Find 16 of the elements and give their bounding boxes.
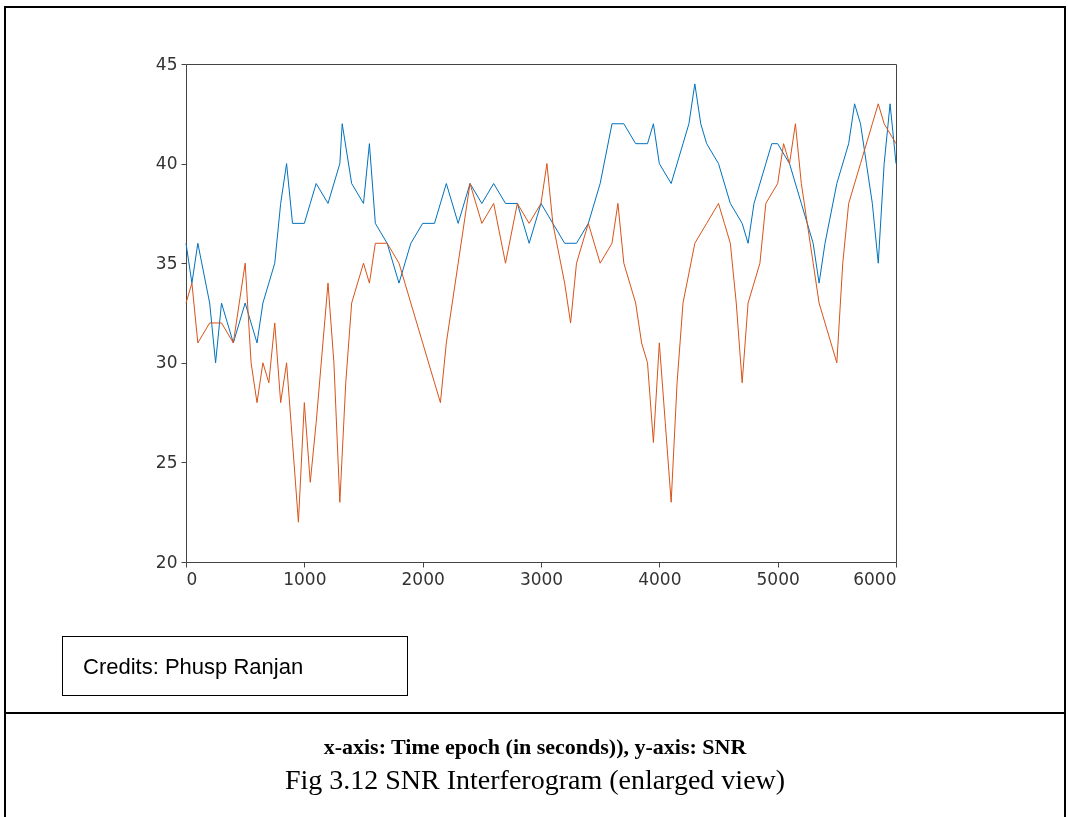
x-tick-label: 1000 <box>283 568 327 589</box>
x-tick-label: 6000 <box>853 568 897 589</box>
caption: Fig 3.12 SNR Interferogram (enlarged view) <box>283 764 787 796</box>
text: x-axis: Time epoch (in seconds)), y-axis: SNR <box>322 734 748 760</box>
x-tick-label: 0 <box>186 568 198 589</box>
y-tick-label: 45 <box>155 53 178 74</box>
y-tick-label: 20 <box>155 551 178 572</box>
y-tick-label: 25 <box>155 451 178 472</box>
y-tick-label: 30 <box>155 352 178 373</box>
y-tick-label: 35 <box>155 252 178 273</box>
text: Credits: Phusp Ranjan <box>62 636 408 696</box>
y-tick-label: 40 <box>155 153 178 174</box>
x-tick-label: 3000 <box>519 568 564 589</box>
x-tick-label: 5000 <box>756 568 800 589</box>
x-tick-label: 4000 <box>638 568 682 589</box>
x-tick-label: 2000 <box>401 568 445 589</box>
